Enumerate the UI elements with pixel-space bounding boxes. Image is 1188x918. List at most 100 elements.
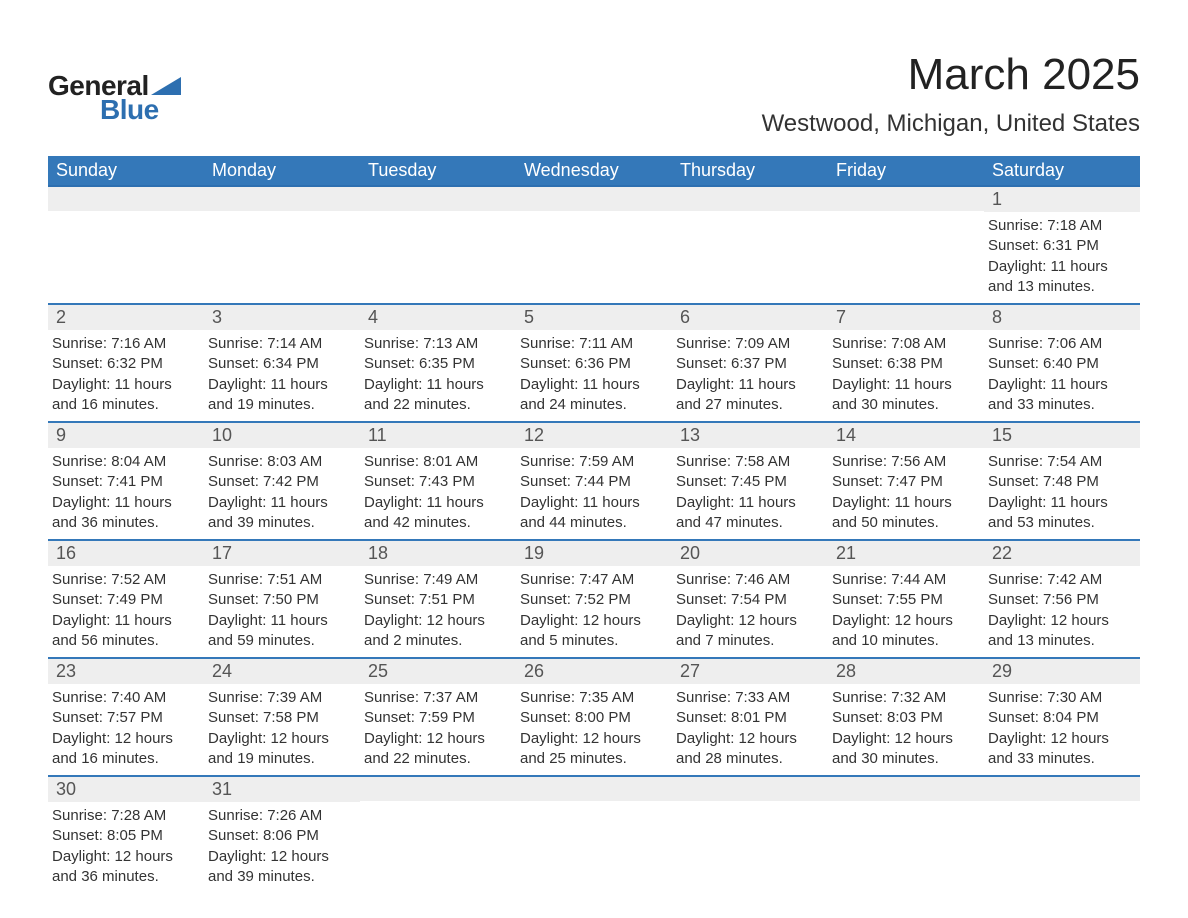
day-details: Sunrise: 7:32 AMSunset: 8:03 PMDaylight:…	[828, 684, 984, 775]
sunset-text: Sunset: 7:43 PM	[364, 472, 512, 492]
daylight-text: Daylight: 11 hours and 59 minutes.	[208, 611, 356, 652]
day-number	[516, 777, 672, 801]
day-number: 3	[204, 305, 360, 330]
calendar-header-row: Sunday Monday Tuesday Wednesday Thursday…	[48, 156, 1140, 186]
day-number: 26	[516, 659, 672, 684]
header-friday: Friday	[828, 156, 984, 186]
day-details: Sunrise: 7:06 AMSunset: 6:40 PMDaylight:…	[984, 330, 1140, 421]
location-text: Westwood, Michigan, United States	[762, 110, 1140, 138]
calendar-week-row: 2Sunrise: 7:16 AMSunset: 6:32 PMDaylight…	[48, 304, 1140, 422]
day-details: Sunrise: 7:26 AMSunset: 8:06 PMDaylight:…	[204, 802, 360, 893]
sunrise-text: Sunrise: 7:51 AM	[208, 570, 356, 590]
header-wednesday: Wednesday	[516, 156, 672, 186]
sunset-text: Sunset: 7:47 PM	[832, 472, 980, 492]
sunrise-text: Sunrise: 7:52 AM	[52, 570, 200, 590]
day-details: Sunrise: 7:49 AMSunset: 7:51 PMDaylight:…	[360, 566, 516, 657]
day-details: Sunrise: 7:44 AMSunset: 7:55 PMDaylight:…	[828, 566, 984, 657]
daylight-text: Daylight: 11 hours and 24 minutes.	[520, 375, 668, 416]
day-number: 25	[360, 659, 516, 684]
day-number: 5	[516, 305, 672, 330]
calendar-day-cell	[516, 776, 672, 893]
daylight-text: Daylight: 12 hours and 30 minutes.	[832, 729, 980, 770]
day-details: Sunrise: 7:30 AMSunset: 8:04 PMDaylight:…	[984, 684, 1140, 775]
sunrise-text: Sunrise: 7:59 AM	[520, 452, 668, 472]
day-number: 7	[828, 305, 984, 330]
day-number: 8	[984, 305, 1140, 330]
day-details: Sunrise: 7:11 AMSunset: 6:36 PMDaylight:…	[516, 330, 672, 421]
day-number	[360, 777, 516, 801]
sunset-text: Sunset: 7:42 PM	[208, 472, 356, 492]
sunrise-text: Sunrise: 8:03 AM	[208, 452, 356, 472]
day-details: Sunrise: 7:46 AMSunset: 7:54 PMDaylight:…	[672, 566, 828, 657]
calendar-day-cell	[516, 186, 672, 304]
day-details	[360, 801, 516, 811]
title-block: March 2025 Westwood, Michigan, United St…	[762, 50, 1140, 138]
sunset-text: Sunset: 7:57 PM	[52, 708, 200, 728]
calendar-day-cell: 10Sunrise: 8:03 AMSunset: 7:42 PMDayligh…	[204, 422, 360, 540]
sunrise-text: Sunrise: 7:42 AM	[988, 570, 1136, 590]
sunrise-text: Sunrise: 7:32 AM	[832, 688, 980, 708]
day-number: 10	[204, 423, 360, 448]
sunrise-text: Sunrise: 7:18 AM	[988, 216, 1136, 236]
sunrise-text: Sunrise: 7:08 AM	[832, 334, 980, 354]
calendar-day-cell: 25Sunrise: 7:37 AMSunset: 7:59 PMDayligh…	[360, 658, 516, 776]
calendar-day-cell	[828, 776, 984, 893]
sunset-text: Sunset: 6:40 PM	[988, 354, 1136, 374]
sunset-text: Sunset: 6:35 PM	[364, 354, 512, 374]
day-details	[672, 801, 828, 811]
day-details: Sunrise: 8:04 AMSunset: 7:41 PMDaylight:…	[48, 448, 204, 539]
daylight-text: Daylight: 11 hours and 13 minutes.	[988, 257, 1136, 298]
sunrise-text: Sunrise: 7:28 AM	[52, 806, 200, 826]
header-sunday: Sunday	[48, 156, 204, 186]
daylight-text: Daylight: 12 hours and 39 minutes.	[208, 847, 356, 888]
sunrise-text: Sunrise: 7:39 AM	[208, 688, 356, 708]
sunrise-text: Sunrise: 7:09 AM	[676, 334, 824, 354]
sunset-text: Sunset: 7:56 PM	[988, 590, 1136, 610]
sunset-text: Sunset: 8:04 PM	[988, 708, 1136, 728]
sunset-text: Sunset: 6:34 PM	[208, 354, 356, 374]
day-details: Sunrise: 7:37 AMSunset: 7:59 PMDaylight:…	[360, 684, 516, 775]
day-number: 24	[204, 659, 360, 684]
calendar-day-cell: 13Sunrise: 7:58 AMSunset: 7:45 PMDayligh…	[672, 422, 828, 540]
day-details: Sunrise: 7:14 AMSunset: 6:34 PMDaylight:…	[204, 330, 360, 421]
sunset-text: Sunset: 6:32 PM	[52, 354, 200, 374]
day-details: Sunrise: 7:59 AMSunset: 7:44 PMDaylight:…	[516, 448, 672, 539]
calendar-day-cell: 18Sunrise: 7:49 AMSunset: 7:51 PMDayligh…	[360, 540, 516, 658]
sunset-text: Sunset: 7:52 PM	[520, 590, 668, 610]
day-details: Sunrise: 7:18 AMSunset: 6:31 PMDaylight:…	[984, 212, 1140, 303]
day-number: 9	[48, 423, 204, 448]
calendar-day-cell: 15Sunrise: 7:54 AMSunset: 7:48 PMDayligh…	[984, 422, 1140, 540]
day-number: 11	[360, 423, 516, 448]
daylight-text: Daylight: 12 hours and 25 minutes.	[520, 729, 668, 770]
calendar-day-cell: 22Sunrise: 7:42 AMSunset: 7:56 PMDayligh…	[984, 540, 1140, 658]
sunset-text: Sunset: 6:37 PM	[676, 354, 824, 374]
header-saturday: Saturday	[984, 156, 1140, 186]
day-number	[828, 187, 984, 211]
day-number: 1	[984, 187, 1140, 212]
day-number: 4	[360, 305, 516, 330]
sunset-text: Sunset: 6:38 PM	[832, 354, 980, 374]
calendar-day-cell: 14Sunrise: 7:56 AMSunset: 7:47 PMDayligh…	[828, 422, 984, 540]
sunset-text: Sunset: 7:49 PM	[52, 590, 200, 610]
day-details	[48, 211, 204, 221]
calendar-day-cell: 11Sunrise: 8:01 AMSunset: 7:43 PMDayligh…	[360, 422, 516, 540]
sunrise-text: Sunrise: 7:14 AM	[208, 334, 356, 354]
calendar-day-cell: 6Sunrise: 7:09 AMSunset: 6:37 PMDaylight…	[672, 304, 828, 422]
day-details: Sunrise: 7:13 AMSunset: 6:35 PMDaylight:…	[360, 330, 516, 421]
daylight-text: Daylight: 12 hours and 16 minutes.	[52, 729, 200, 770]
sunset-text: Sunset: 7:44 PM	[520, 472, 668, 492]
day-number: 16	[48, 541, 204, 566]
sunrise-text: Sunrise: 7:13 AM	[364, 334, 512, 354]
daylight-text: Daylight: 12 hours and 10 minutes.	[832, 611, 980, 652]
day-details: Sunrise: 7:08 AMSunset: 6:38 PMDaylight:…	[828, 330, 984, 421]
page-header: General Blue March 2025 Westwood, Michig…	[48, 50, 1140, 138]
day-details: Sunrise: 8:03 AMSunset: 7:42 PMDaylight:…	[204, 448, 360, 539]
sunset-text: Sunset: 7:51 PM	[364, 590, 512, 610]
daylight-text: Daylight: 11 hours and 22 minutes.	[364, 375, 512, 416]
day-number	[828, 777, 984, 801]
daylight-text: Daylight: 12 hours and 33 minutes.	[988, 729, 1136, 770]
sunrise-text: Sunrise: 7:58 AM	[676, 452, 824, 472]
day-details: Sunrise: 7:51 AMSunset: 7:50 PMDaylight:…	[204, 566, 360, 657]
daylight-text: Daylight: 11 hours and 27 minutes.	[676, 375, 824, 416]
calendar-body: 1Sunrise: 7:18 AMSunset: 6:31 PMDaylight…	[48, 186, 1140, 893]
